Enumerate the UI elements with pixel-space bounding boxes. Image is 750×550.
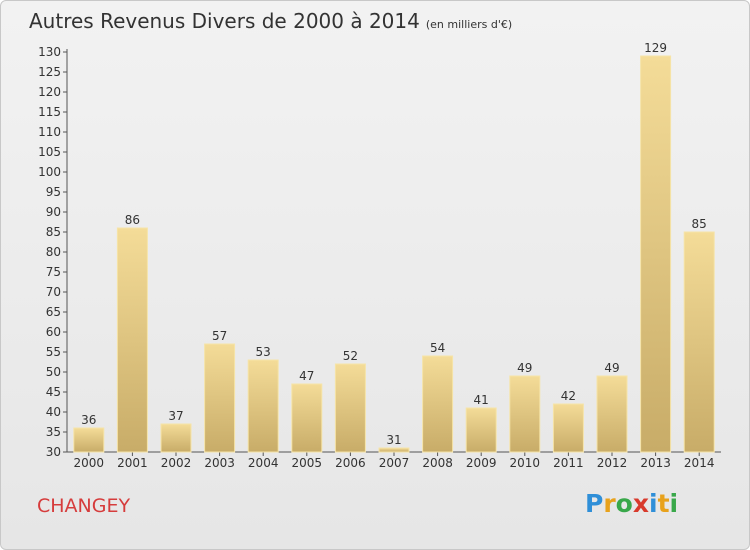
logo-letter: i xyxy=(649,489,658,518)
bar-2004 xyxy=(247,359,279,453)
bar-2014 xyxy=(683,231,715,453)
y-tick-label: 80 xyxy=(46,245,61,259)
axes: 30 35 40 45 50 55 60 65 70 75 80 85 90 95 100 105 110 115… xyxy=(38,45,721,470)
logo-letter: t xyxy=(657,489,670,518)
logo-letter: r xyxy=(603,489,616,518)
x-tick-label-2003: 2003 xyxy=(204,456,235,470)
data-label-2009: 41 xyxy=(474,393,489,407)
y-tick-label: 50 xyxy=(46,365,61,379)
location-label: CHANGEY xyxy=(37,495,131,517)
y-tick-label: 35 xyxy=(46,425,61,439)
bar-2002 xyxy=(160,423,192,453)
x-tick-label-2014: 2014 xyxy=(684,456,715,470)
x-tick-label-2005: 2005 xyxy=(292,456,323,470)
chart-title-block: Autres Revenus Divers de 2000 à 2014 (en … xyxy=(29,9,512,33)
x-tick-label-2008: 2008 xyxy=(422,456,453,470)
logo-letter: o xyxy=(615,489,633,518)
y-tick-label: 90 xyxy=(46,205,61,219)
bar-2007 xyxy=(378,447,410,453)
y-tick-label: 30 xyxy=(46,445,61,459)
y-tick-label: 120 xyxy=(38,85,61,99)
bar-2001 xyxy=(116,227,148,453)
data-label-2002: 37 xyxy=(168,409,183,423)
data-label-2013: 129 xyxy=(644,41,667,55)
logo-letter: i xyxy=(669,489,679,518)
bar-2000 xyxy=(73,427,105,453)
x-tick-label-2010: 2010 xyxy=(510,456,541,470)
data-label-2003: 57 xyxy=(212,329,227,343)
y-tick-label: 60 xyxy=(46,325,61,339)
bar-2013 xyxy=(640,55,672,453)
bar-2009 xyxy=(465,407,497,453)
data-label-2014: 85 xyxy=(692,217,707,231)
logo-letter: P xyxy=(585,489,604,518)
y-tick-label: 115 xyxy=(38,105,61,119)
bar-2010 xyxy=(509,375,541,453)
bar-2011 xyxy=(552,403,584,453)
y-tick-label: 125 xyxy=(38,65,61,79)
data-label-2006: 52 xyxy=(343,349,358,363)
y-tick-label: 130 xyxy=(38,45,61,59)
x-tick-label-2013: 2013 xyxy=(640,456,671,470)
y-tick-label: 65 xyxy=(46,305,61,319)
y-tick-label: 100 xyxy=(38,165,61,179)
x-tick-label-2002: 2002 xyxy=(161,456,192,470)
data-label-2012: 49 xyxy=(604,361,619,375)
data-label-2007: 31 xyxy=(386,433,401,447)
bar-2003 xyxy=(204,343,236,453)
data-label-2008: 54 xyxy=(430,341,445,355)
y-tick-label: 45 xyxy=(46,385,61,399)
y-tick-label: 105 xyxy=(38,145,61,159)
x-tick-label-2004: 2004 xyxy=(248,456,279,470)
logo-letter: x xyxy=(632,489,649,518)
data-label-2010: 49 xyxy=(517,361,532,375)
chart-subtitle: (en milliers d'€) xyxy=(425,18,513,31)
bars: 36 86 37 57 53 47 52 31 54 41 49 42 49 129 85 xyxy=(73,41,715,453)
data-label-2005: 47 xyxy=(299,369,314,383)
bar-2005 xyxy=(291,383,323,453)
x-tick-label-2011: 2011 xyxy=(553,456,584,470)
x-tick-label-2001: 2001 xyxy=(117,456,148,470)
x-tick-label-2007: 2007 xyxy=(379,456,410,470)
x-tick-label-2012: 2012 xyxy=(597,456,628,470)
chart-title: Autres Revenus Divers de 2000 à 2014 xyxy=(29,9,420,33)
y-tick-label: 40 xyxy=(46,405,61,419)
data-label-2011: 42 xyxy=(561,389,576,403)
y-tick-label: 75 xyxy=(46,265,61,279)
y-tick-label: 70 xyxy=(46,285,61,299)
y-tick-label: 85 xyxy=(46,225,61,239)
data-label-2001: 86 xyxy=(125,213,140,227)
bar-2006 xyxy=(334,363,366,453)
x-tick-label-2009: 2009 xyxy=(466,456,497,470)
x-tick-label-2006: 2006 xyxy=(335,456,366,470)
bar-2008 xyxy=(422,355,454,453)
proxiti-logo: Proxiti xyxy=(585,489,678,518)
y-tick-label: 110 xyxy=(38,125,61,139)
y-tick-label: 95 xyxy=(46,185,61,199)
data-label-2004: 53 xyxy=(256,345,271,359)
y-tick-label: 55 xyxy=(46,345,61,359)
bar-2012 xyxy=(596,375,628,453)
x-tick-label-2000: 2000 xyxy=(74,456,105,470)
data-label-2000: 36 xyxy=(81,413,96,427)
